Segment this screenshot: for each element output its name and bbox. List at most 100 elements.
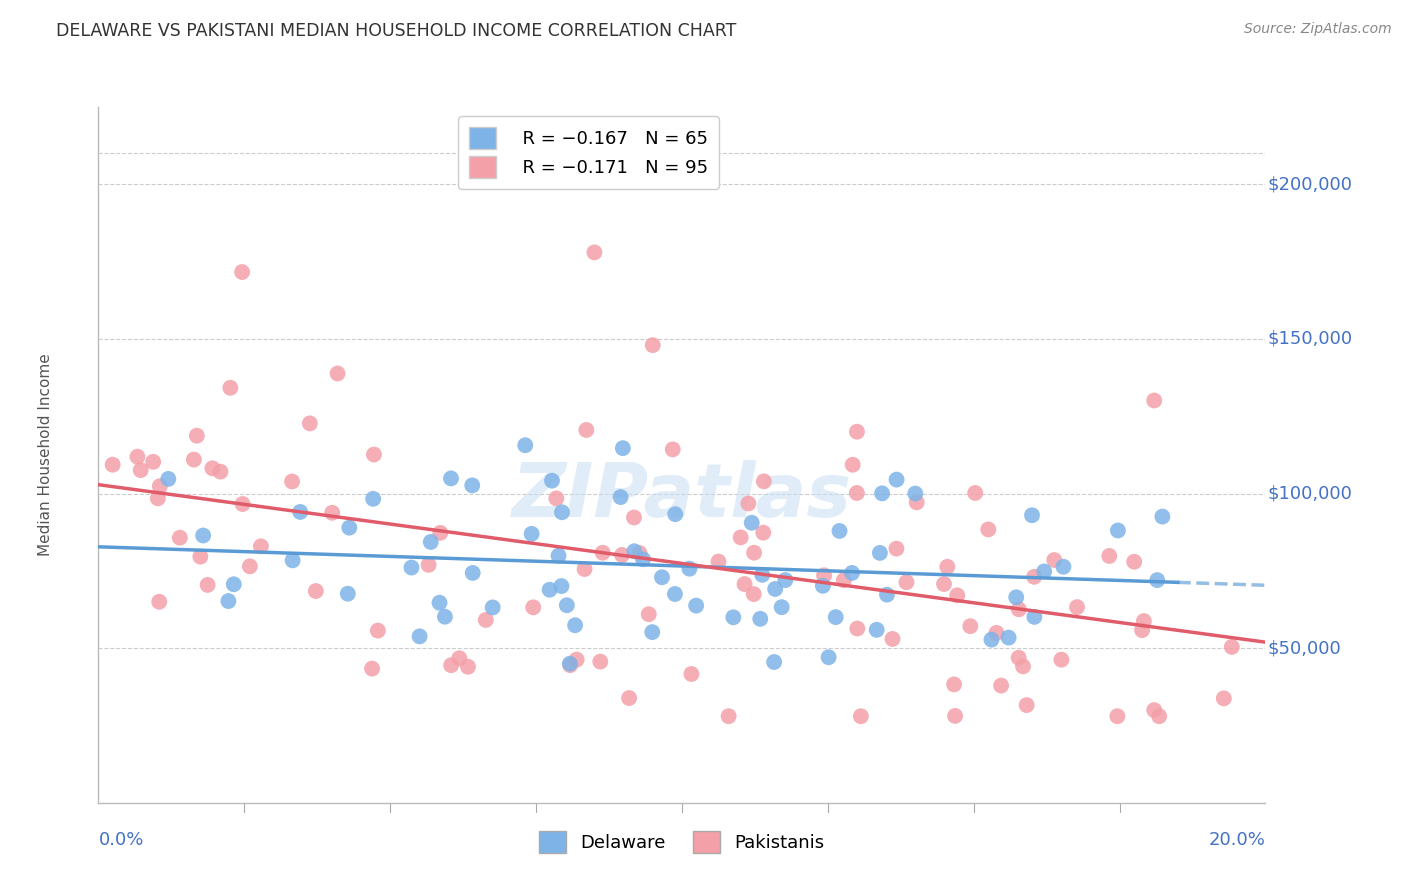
Point: [183, 452, 205, 467]
Point: [737, 496, 759, 510]
Point: [723, 610, 745, 624]
Point: [742, 587, 765, 601]
Point: [550, 579, 572, 593]
Point: [628, 546, 651, 560]
Point: [849, 709, 872, 723]
Point: [326, 367, 349, 381]
Point: [946, 588, 969, 602]
Point: [217, 594, 239, 608]
Point: [574, 562, 596, 576]
Point: [321, 506, 343, 520]
Point: [623, 544, 645, 558]
Point: [869, 546, 891, 560]
Point: [522, 600, 544, 615]
Point: [541, 474, 564, 488]
Point: [419, 535, 441, 549]
Point: [429, 525, 451, 540]
Point: [870, 486, 893, 500]
Point: [623, 510, 645, 524]
Point: [742, 546, 765, 560]
Point: [129, 463, 152, 477]
Point: [538, 582, 561, 597]
Point: [1220, 640, 1243, 654]
Point: [1107, 709, 1129, 723]
Point: [678, 562, 700, 576]
Point: [977, 523, 1000, 537]
Point: [932, 577, 955, 591]
Point: [148, 595, 170, 609]
Point: [986, 626, 1008, 640]
Point: [201, 461, 224, 475]
Point: [832, 573, 855, 587]
Point: [882, 632, 904, 646]
Point: [997, 631, 1019, 645]
Point: [813, 568, 835, 582]
Point: [763, 655, 786, 669]
Point: [1052, 559, 1074, 574]
Point: [896, 575, 918, 590]
Point: [583, 245, 606, 260]
Point: [685, 599, 707, 613]
Point: [461, 478, 484, 492]
Point: [1005, 591, 1028, 605]
Point: [1008, 602, 1031, 616]
Point: [1143, 703, 1166, 717]
Point: [589, 655, 612, 669]
Point: [730, 530, 752, 544]
Point: [361, 662, 384, 676]
Point: [661, 442, 683, 457]
Point: [157, 472, 180, 486]
Text: $150,000: $150,000: [1268, 330, 1353, 348]
Point: [222, 577, 245, 591]
Point: [191, 528, 214, 542]
Point: [741, 516, 763, 530]
Point: [1147, 709, 1170, 723]
Point: [824, 610, 846, 624]
Point: [1050, 653, 1073, 667]
Point: [1012, 659, 1035, 673]
Point: [936, 559, 959, 574]
Point: [186, 428, 208, 442]
Point: [440, 658, 463, 673]
Point: [904, 486, 927, 500]
Point: [1043, 553, 1066, 567]
Point: [209, 465, 232, 479]
Point: [886, 541, 908, 556]
Point: [775, 573, 797, 587]
Point: [127, 450, 149, 464]
Point: [1123, 555, 1146, 569]
Point: [281, 553, 304, 567]
Point: [408, 629, 430, 643]
Point: [751, 567, 773, 582]
Point: [564, 618, 586, 632]
Point: [886, 473, 908, 487]
Point: [231, 265, 253, 279]
Point: [281, 475, 304, 489]
Point: [560, 658, 582, 673]
Point: [641, 338, 664, 352]
Point: [433, 609, 456, 624]
Point: [841, 566, 863, 580]
Point: [551, 505, 574, 519]
Point: [546, 491, 568, 506]
Point: [481, 600, 503, 615]
Point: [555, 599, 578, 613]
Point: [990, 679, 1012, 693]
Point: [547, 549, 569, 563]
Point: [337, 521, 360, 535]
Point: [965, 486, 987, 500]
Point: [841, 458, 863, 472]
Point: [641, 625, 664, 640]
Point: [664, 507, 686, 521]
Point: [846, 622, 869, 636]
Point: [149, 479, 172, 493]
Point: [610, 548, 633, 562]
Point: [169, 531, 191, 545]
Point: [763, 582, 786, 596]
Point: [146, 491, 169, 506]
Point: [232, 497, 254, 511]
Point: [298, 417, 321, 431]
Point: [401, 560, 423, 574]
Point: [959, 619, 981, 633]
Point: [828, 524, 851, 538]
